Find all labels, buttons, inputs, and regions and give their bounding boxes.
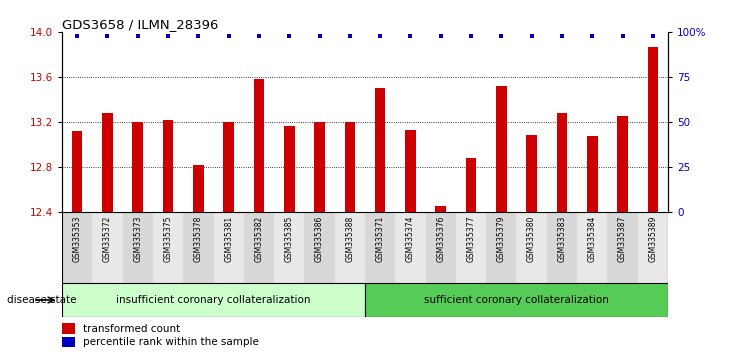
Bar xyxy=(62,324,75,334)
Bar xyxy=(617,116,628,212)
Bar xyxy=(456,212,486,283)
Bar xyxy=(496,86,507,212)
Bar xyxy=(244,212,274,283)
Bar xyxy=(587,136,598,212)
Bar xyxy=(405,130,416,212)
Text: insufficient coronary collateralization: insufficient coronary collateralization xyxy=(116,295,311,305)
Text: GSM335373: GSM335373 xyxy=(134,216,142,262)
Bar xyxy=(102,113,113,212)
Text: GSM335381: GSM335381 xyxy=(224,216,233,262)
Text: GDS3658 / ILMN_28396: GDS3658 / ILMN_28396 xyxy=(62,18,218,31)
Bar xyxy=(435,206,446,212)
Text: GSM335353: GSM335353 xyxy=(73,216,82,262)
Text: GSM335374: GSM335374 xyxy=(406,216,415,262)
Text: GSM335383: GSM335383 xyxy=(558,216,566,262)
Bar xyxy=(253,79,264,212)
Text: GSM335379: GSM335379 xyxy=(497,216,506,262)
Text: GSM335386: GSM335386 xyxy=(315,216,324,262)
Text: GSM335387: GSM335387 xyxy=(618,216,627,262)
Text: disease state: disease state xyxy=(7,295,77,305)
Bar xyxy=(193,165,204,212)
Bar xyxy=(72,131,82,212)
Bar xyxy=(396,212,426,283)
Bar xyxy=(62,283,365,317)
Bar xyxy=(648,46,658,212)
Bar xyxy=(486,212,517,283)
Bar xyxy=(153,212,183,283)
Bar xyxy=(62,337,75,348)
Bar xyxy=(335,212,365,283)
Bar xyxy=(426,212,456,283)
Text: GSM335382: GSM335382 xyxy=(255,216,264,262)
Bar xyxy=(517,212,547,283)
Text: GSM335376: GSM335376 xyxy=(437,216,445,262)
Bar xyxy=(123,212,153,283)
Text: transformed count: transformed count xyxy=(83,324,180,334)
Text: sufficient coronary collateralization: sufficient coronary collateralization xyxy=(424,295,609,305)
Text: GSM335372: GSM335372 xyxy=(103,216,112,262)
Text: GSM335378: GSM335378 xyxy=(194,216,203,262)
Text: GSM335385: GSM335385 xyxy=(285,216,293,262)
Bar xyxy=(314,122,325,212)
Bar xyxy=(284,126,295,212)
Text: percentile rank within the sample: percentile rank within the sample xyxy=(83,337,259,347)
Bar xyxy=(638,212,668,283)
Bar xyxy=(163,120,174,212)
Bar xyxy=(223,122,234,212)
Text: GSM335377: GSM335377 xyxy=(466,216,475,262)
Text: GSM335388: GSM335388 xyxy=(345,216,354,262)
Bar xyxy=(345,122,356,212)
Bar xyxy=(577,212,607,283)
Bar xyxy=(93,212,123,283)
Text: GSM335384: GSM335384 xyxy=(588,216,596,262)
Bar xyxy=(214,212,244,283)
Text: GSM335389: GSM335389 xyxy=(648,216,657,262)
Bar xyxy=(132,122,143,212)
Bar xyxy=(274,212,304,283)
Text: GSM335380: GSM335380 xyxy=(527,216,536,262)
Text: GSM335375: GSM335375 xyxy=(164,216,172,262)
Bar xyxy=(374,88,385,212)
Bar xyxy=(183,212,214,283)
Bar xyxy=(62,212,93,283)
Bar xyxy=(365,212,396,283)
Bar xyxy=(607,212,638,283)
Bar xyxy=(365,283,668,317)
Bar xyxy=(556,113,567,212)
Bar xyxy=(526,135,537,212)
Bar xyxy=(547,212,577,283)
Text: GSM335371: GSM335371 xyxy=(376,216,385,262)
Bar xyxy=(466,158,477,212)
Bar xyxy=(304,212,335,283)
